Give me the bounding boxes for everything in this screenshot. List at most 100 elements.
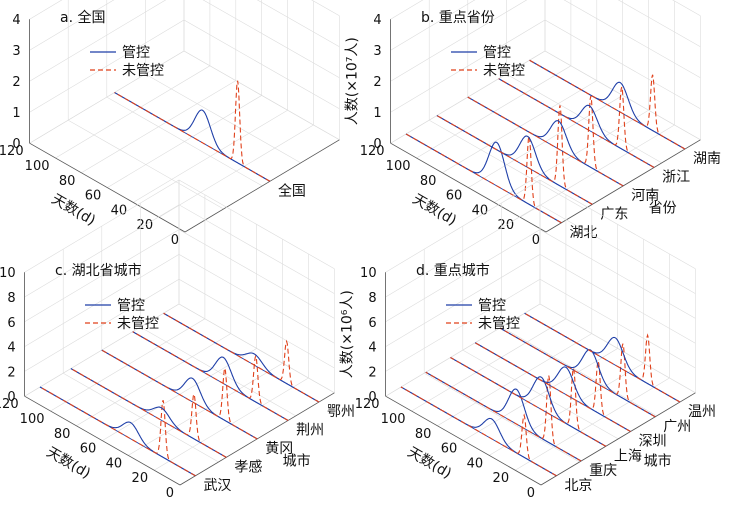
series-line-controlled: [529, 59, 686, 150]
x-axis-line: [29, 142, 186, 233]
panel-title: c. 湖北省城市: [55, 262, 142, 279]
series-line-uncontrolled: [114, 80, 271, 182]
z-axis-label: 人数(×10⁷人): [345, 37, 361, 125]
series-line-uncontrolled: [70, 368, 227, 458]
category-label: 深圳: [639, 434, 667, 450]
grid-line: [423, 249, 580, 463]
z-tick-label: 2: [368, 365, 376, 380]
series-line-uncontrolled: [498, 78, 655, 168]
x-tick-label: 100: [20, 412, 45, 427]
grid-line: [506, 0, 662, 164]
z-tick-label: 1: [373, 106, 381, 121]
x-axis-line: [390, 142, 547, 233]
panel-title: b. 重点省份: [421, 10, 495, 26]
grid-line: [390, 50, 701, 144]
grid-line: [428, 0, 585, 210]
x-tick-label: 120: [0, 144, 24, 159]
grid-line: [390, 19, 701, 113]
x-tick-label: 40: [106, 456, 123, 471]
grid-line: [494, 0, 649, 203]
grid-line: [179, 268, 335, 486]
grid-line: [102, 224, 257, 441]
series-line-controlled: [450, 357, 607, 447]
z-tick-label: 2: [373, 75, 381, 90]
x-tick-label: 100: [381, 412, 406, 427]
category-axis-line: [184, 139, 340, 233]
x-tick-label: 0: [171, 233, 179, 248]
grid-line: [462, 226, 619, 440]
series-line-uncontrolled: [436, 105, 593, 205]
category-label: 上海: [614, 448, 642, 464]
grid-line: [29, 50, 340, 144]
series-line-uncontrolled: [450, 357, 607, 447]
z-tick-label: 4: [7, 341, 15, 356]
grid-line: [128, 239, 283, 456]
series-line-uncontrolled: [529, 59, 686, 150]
grid-line: [183, 0, 340, 141]
category-axis-line: [540, 392, 696, 486]
z-tick-label: 8: [368, 291, 376, 306]
category-label: 北京: [564, 478, 592, 494]
grid-line: [24, 204, 335, 298]
z-tick-label: 4: [373, 13, 381, 28]
x-tick-label: 80: [415, 427, 432, 442]
series-line-uncontrolled: [425, 371, 582, 462]
category-label: 浙江: [662, 169, 690, 185]
category-label: 重庆: [589, 463, 617, 479]
category-label: 武汉: [203, 478, 231, 494]
legend-label: 管控: [117, 298, 145, 314]
series-line-controlled: [467, 96, 624, 187]
grid-line: [467, 0, 624, 187]
z-tick-label: 0: [368, 390, 376, 405]
legend-label: 管控: [478, 298, 506, 314]
z-tick-label: 2: [12, 75, 20, 90]
grid-line: [145, 0, 301, 164]
z-tick-label: 1: [12, 106, 20, 121]
category-label: 全国: [278, 182, 306, 199]
x-tick-label: 20: [132, 471, 149, 486]
grid-line: [29, 19, 340, 113]
z-tick-label: 4: [368, 341, 376, 356]
z-axis-label: 人数(×10⁶人): [340, 290, 356, 378]
series-line-uncontrolled: [39, 386, 196, 477]
grid-line: [67, 0, 224, 210]
legend-label: 管控: [483, 45, 511, 61]
z-tick-label: 10: [360, 266, 377, 281]
z-tick-label: 0: [7, 390, 15, 405]
z-tick-label: 4: [12, 13, 20, 28]
z-tick-label: 0: [12, 137, 20, 152]
category-axis-label: 城市: [283, 453, 311, 470]
category-label: 鄂州: [327, 404, 355, 420]
grid-line: [106, 0, 263, 187]
grid-line: [107, 0, 262, 188]
x-tick-label: 80: [59, 174, 76, 189]
category-label: 温州: [688, 404, 716, 420]
panel-title: a. 全国: [60, 9, 105, 26]
series-line-uncontrolled: [132, 331, 289, 421]
grid-line: [501, 203, 657, 417]
series-line-uncontrolled: [524, 312, 681, 403]
legend-label: 未管控: [117, 316, 159, 332]
grid-line: [153, 254, 309, 471]
grid-line: [178, 180, 335, 394]
grid-line: [101, 226, 258, 440]
grid-line: [385, 278, 696, 372]
legend-label: 未管控: [483, 63, 525, 79]
z-tick-label: 2: [7, 365, 15, 380]
series-line-controlled: [101, 349, 258, 440]
x-tick-label: 60: [80, 442, 97, 457]
x-tick-label: 120: [0, 397, 19, 412]
x-tick-label: 120: [360, 144, 385, 159]
grid-line: [519, 1, 675, 218]
grid-line: [545, 15, 701, 233]
x-tick-label: 20: [493, 471, 510, 486]
series-line-controlled: [436, 115, 593, 205]
legend-label: 未管控: [122, 63, 164, 79]
x-tick-label: 100: [386, 159, 411, 174]
x-tick-label: 20: [498, 218, 515, 233]
z-tick-label: 0: [373, 137, 381, 152]
